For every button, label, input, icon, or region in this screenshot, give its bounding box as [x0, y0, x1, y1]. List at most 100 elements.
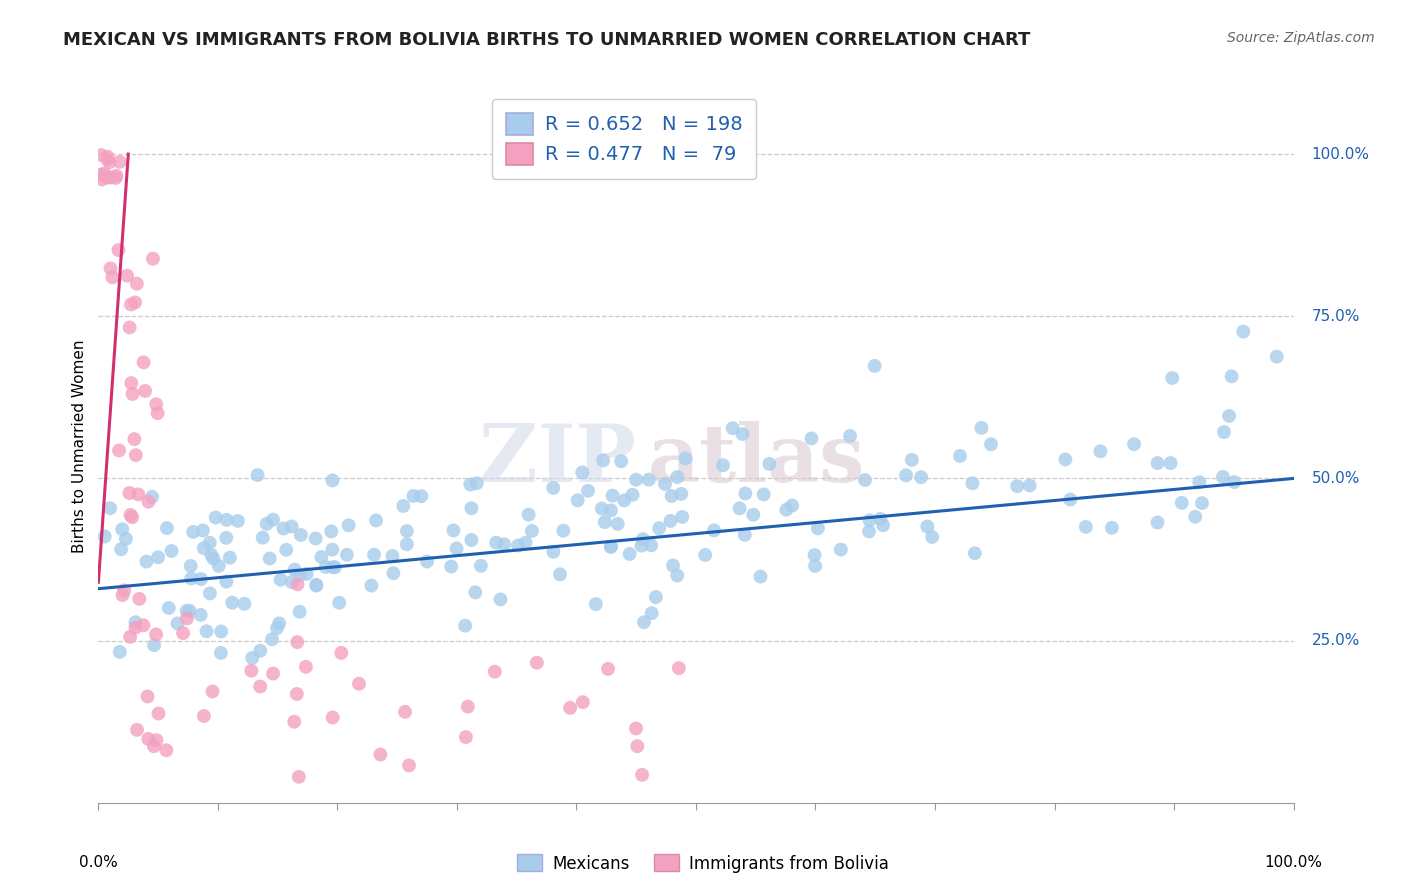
Text: MEXICAN VS IMMIGRANTS FROM BOLIVIA BIRTHS TO UNMARRIED WOMEN CORRELATION CHART: MEXICAN VS IMMIGRANTS FROM BOLIVIA BIRTH…	[63, 31, 1031, 49]
Point	[176, 611, 198, 625]
Point	[1265, 350, 1288, 364]
Point	[181, 524, 204, 539]
Point	[1123, 437, 1146, 451]
Text: atlas: atlas	[648, 421, 866, 500]
Point	[315, 560, 337, 574]
Point	[124, 615, 146, 630]
Point	[1146, 516, 1168, 530]
Point	[96, 170, 118, 185]
Point	[1101, 521, 1123, 535]
Legend: R = 0.652   N = 198, R = 0.477   N =  79: R = 0.652 N = 198, R = 0.477 N = 79	[492, 99, 756, 178]
Point	[156, 521, 179, 535]
Point	[494, 537, 516, 551]
Point	[121, 387, 143, 401]
Point	[457, 699, 479, 714]
Point	[1171, 496, 1194, 510]
Point	[728, 501, 751, 516]
Point	[270, 573, 292, 587]
Point	[259, 551, 281, 566]
Point	[382, 566, 405, 581]
Point	[176, 604, 198, 618]
Point	[125, 448, 148, 462]
Text: 0.0%: 0.0%	[79, 855, 118, 870]
Point	[443, 524, 465, 538]
Point	[543, 545, 565, 559]
Point	[172, 626, 194, 640]
Point	[90, 148, 112, 162]
Point	[734, 528, 756, 542]
Point	[287, 577, 309, 591]
Point	[273, 521, 295, 535]
Point	[364, 513, 387, 527]
Point	[93, 529, 115, 543]
Point	[411, 489, 433, 503]
Point	[381, 549, 404, 563]
Point	[648, 521, 671, 535]
Point	[901, 453, 924, 467]
Point	[295, 566, 318, 581]
Point	[112, 583, 135, 598]
Point	[120, 508, 142, 522]
Point	[454, 730, 477, 744]
Point	[631, 532, 654, 546]
Point	[1188, 475, 1211, 490]
Point	[96, 153, 118, 167]
Point	[963, 546, 986, 560]
Point	[281, 574, 304, 589]
Point	[124, 432, 146, 446]
Point	[322, 560, 344, 574]
Point	[671, 510, 693, 524]
Point	[640, 538, 662, 552]
Point	[98, 170, 121, 185]
Point	[191, 524, 214, 538]
Point	[295, 660, 318, 674]
Point	[619, 547, 641, 561]
Point	[1232, 325, 1254, 339]
Point	[118, 486, 141, 500]
Point	[246, 468, 269, 483]
Point	[630, 539, 652, 553]
Text: Source: ZipAtlas.com: Source: ZipAtlas.com	[1227, 31, 1375, 45]
Point	[1018, 478, 1040, 492]
Point	[460, 501, 482, 516]
Point	[541, 481, 564, 495]
Point	[460, 533, 482, 547]
Point	[695, 548, 717, 562]
Point	[1184, 509, 1206, 524]
Point	[110, 542, 132, 557]
Point	[132, 355, 155, 369]
Point	[626, 739, 648, 754]
Point	[98, 155, 121, 169]
Point	[198, 535, 221, 549]
Point	[830, 542, 852, 557]
Point	[454, 618, 477, 632]
Point	[108, 645, 131, 659]
Point	[640, 606, 662, 620]
Point	[337, 518, 360, 533]
Point	[145, 733, 167, 747]
Point	[121, 510, 143, 524]
Point	[198, 586, 221, 600]
Point	[624, 722, 647, 736]
Point	[440, 559, 463, 574]
Point	[465, 476, 488, 491]
Point	[215, 531, 238, 545]
Point	[146, 550, 169, 565]
Point	[195, 624, 218, 639]
Point	[160, 544, 183, 558]
Point	[520, 524, 543, 538]
Point	[749, 569, 772, 583]
Point	[853, 473, 876, 487]
Point	[204, 510, 226, 524]
Point	[731, 427, 754, 442]
Point	[262, 513, 284, 527]
Point	[105, 169, 128, 183]
Point	[858, 513, 880, 527]
Point	[285, 687, 308, 701]
Point	[305, 579, 328, 593]
Point	[142, 252, 165, 266]
Point	[138, 494, 160, 508]
Point	[807, 521, 830, 535]
Point	[90, 168, 112, 182]
Point	[166, 616, 188, 631]
